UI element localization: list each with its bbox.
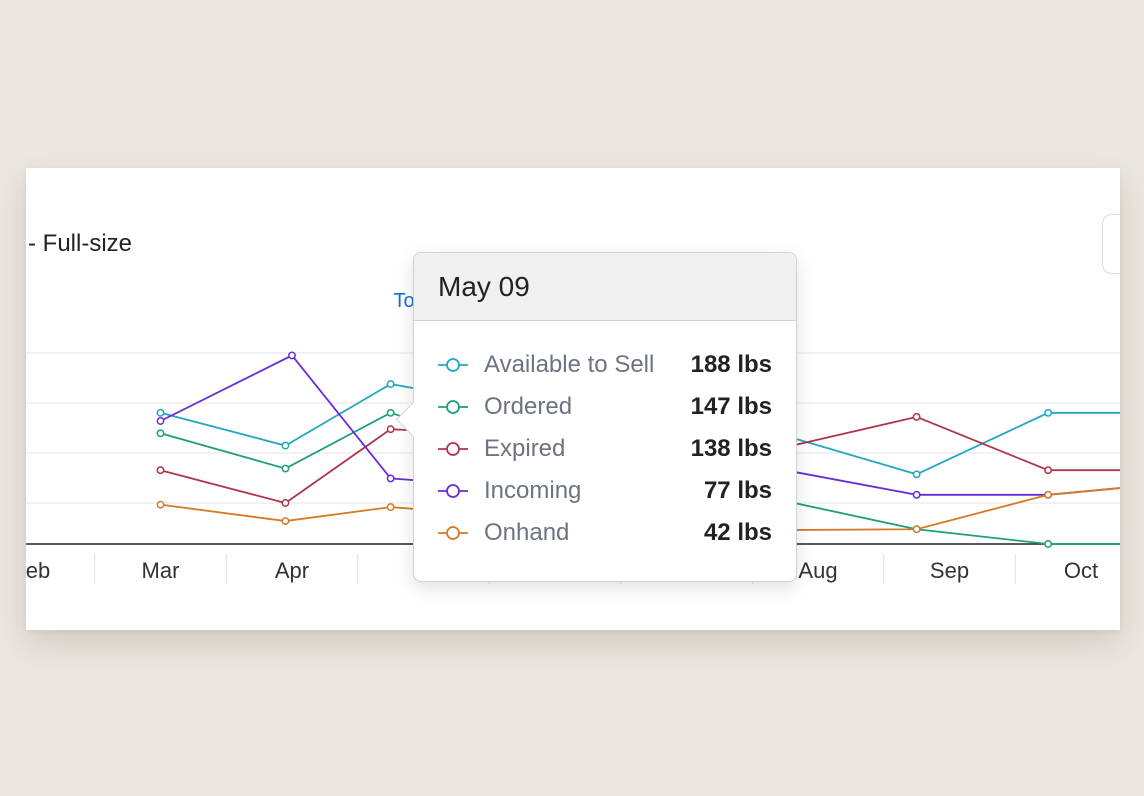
data-point — [1044, 490, 1053, 499]
data-point — [386, 380, 395, 389]
data-point — [912, 525, 921, 534]
data-point — [386, 408, 395, 417]
tooltip-header: May 09 — [414, 253, 796, 321]
marker-circle — [446, 526, 460, 540]
chart-card: - Full-size ebMarAprMAugSepOct Today May… — [26, 168, 1120, 630]
series-marker-icon — [438, 484, 468, 498]
data-point — [156, 466, 165, 475]
data-point — [912, 412, 921, 421]
data-tooltip: May 09 Available to Sell 188 lbs Ordered… — [395, 252, 797, 582]
tooltip-row-expired: Expired 138 lbs — [438, 431, 772, 473]
data-point — [281, 441, 290, 450]
tooltip-row-value: 77 lbs — [703, 477, 772, 504]
series-marker-icon — [438, 442, 468, 456]
tooltip-row-label: Expired — [484, 435, 566, 462]
tooltip-row-onhand: Onhand 42 lbs — [438, 515, 772, 557]
tooltip-row-available: Available to Sell 188 lbs — [438, 347, 772, 389]
tooltip-row-value: 42 lbs — [703, 519, 772, 546]
data-point — [156, 408, 165, 417]
data-point — [1044, 540, 1053, 548]
data-point — [156, 429, 165, 438]
data-point — [281, 517, 290, 525]
tooltip-row-value: 147 lbs — [690, 393, 772, 420]
tooltip-row-label: Available to Sell — [484, 351, 655, 378]
tooltip-rows: Available to Sell 188 lbs Ordered 147 lb… — [438, 347, 772, 557]
series-marker-icon — [438, 400, 468, 414]
x-tick-label: Oct — [1064, 558, 1098, 583]
x-tick-label: Sep — [930, 558, 969, 583]
data-point — [281, 499, 290, 507]
data-point — [386, 503, 395, 512]
marker-circle — [446, 400, 460, 414]
x-tick-label: eb — [26, 558, 50, 583]
data-point — [386, 474, 395, 483]
tooltip-row-value: 188 lbs — [690, 351, 772, 378]
options-button[interactable] — [1102, 214, 1120, 274]
data-point — [912, 490, 921, 499]
x-tick-label: Apr — [275, 558, 309, 583]
marker-circle — [446, 358, 460, 372]
data-point — [912, 470, 921, 479]
tooltip-row-value: 138 lbs — [690, 435, 772, 462]
series-marker-icon — [438, 358, 468, 372]
tooltip-row-label: Ordered — [484, 393, 573, 420]
series-marker-icon — [438, 526, 468, 540]
marker-circle — [446, 484, 460, 498]
data-point — [386, 425, 395, 434]
data-point — [281, 464, 290, 473]
data-point — [156, 500, 165, 509]
data-point — [156, 417, 165, 425]
tooltip-row-ordered: Ordered 147 lbs — [438, 389, 772, 431]
marker-circle — [446, 442, 460, 456]
chart-title: - Full-size — [28, 230, 133, 257]
tooltip-row-label: Onhand — [484, 519, 570, 546]
data-point — [1044, 466, 1053, 475]
tooltip-row-incoming: Incoming 77 lbs — [438, 473, 772, 515]
tooltip-date: May 09 — [438, 271, 530, 302]
data-point — [288, 351, 296, 360]
x-tick-label: Mar — [142, 558, 180, 583]
data-point — [1044, 408, 1053, 417]
x-tick-label: Aug — [798, 558, 837, 583]
tooltip-row-label: Incoming — [484, 477, 582, 504]
